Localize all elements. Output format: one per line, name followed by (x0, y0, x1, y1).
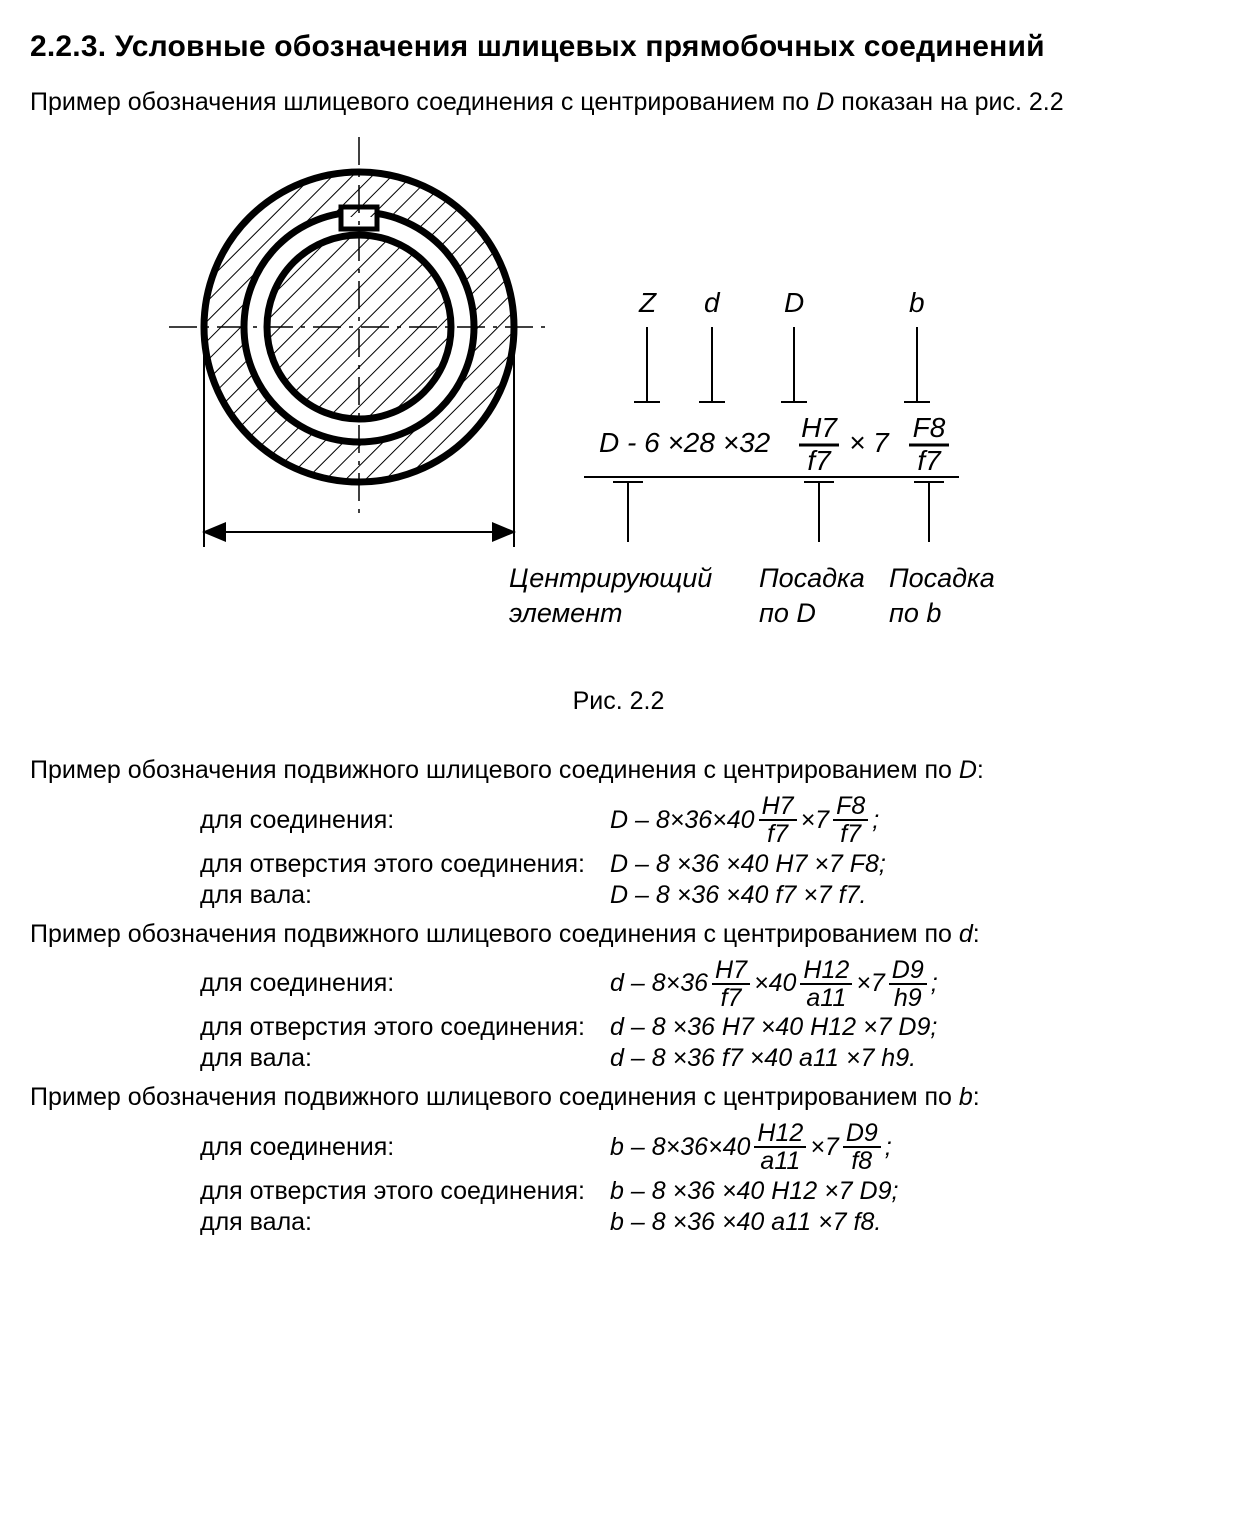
example-row-label: для отверстия этого соединения: (200, 1013, 610, 1042)
example-row: для вала:D – 8 ×36 ×40 f7 ×7 f7. (30, 881, 1207, 910)
example-title-var: b (959, 1083, 973, 1111)
formula-mid: × 7 (849, 427, 890, 458)
label-D: D (784, 287, 804, 318)
formula-text: b – 8×36×40 (610, 1133, 750, 1162)
example-row-formula: D – 8 ×36 ×40 H7 ×7 F8; (610, 850, 886, 879)
formula-lead: D - 6 ×28 ×32 (599, 427, 771, 458)
example-title-prefix: Пример обозначения подвижного шлицевого … (30, 1083, 959, 1111)
fraction-numerator: H12 (754, 1120, 806, 1148)
label-Z: Z (638, 287, 657, 318)
example-title-colon: : (973, 920, 980, 948)
fraction-numerator: D9 (843, 1120, 881, 1148)
example-title: Пример обозначения подвижного шлицевого … (30, 756, 1207, 785)
formula-fraction: F8f7 (833, 793, 868, 848)
example-row-formula: b – 8 ×36 ×40 H12 ×7 D9; (610, 1177, 898, 1206)
example-row-formula: b – 8 ×36 ×40 a11 ×7 f8. (610, 1208, 881, 1237)
example-row-label: для соединения: (200, 806, 610, 835)
fraction-numerator: H7 (759, 793, 797, 821)
example-title-prefix: Пример обозначения подвижного шлицевого … (30, 920, 959, 948)
example-row-label: для вала: (200, 881, 610, 910)
example-row-formula: d – 8×36H7f7×40H12a11×7D9h9; (610, 957, 938, 1012)
intro-suffix: показан на рис. 2.2 (834, 88, 1063, 116)
example-row-formula: d – 8 ×36 f7 ×40 a11 ×7 h9. (610, 1044, 916, 1073)
formula-fraction: D9h9 (889, 957, 927, 1012)
section-heading: 2.2.3. Условные обозначения шлицевых пря… (30, 30, 1207, 64)
formula-fraction: H7f7 (759, 793, 797, 848)
formula-text: d – 8 ×36 H7 ×40 H12 ×7 D9; (610, 1013, 937, 1042)
example-row-label: для вала: (200, 1208, 610, 1237)
fraction-denominator: h9 (891, 985, 925, 1011)
formula-text: d – 8×36 (610, 969, 708, 998)
formula-text: ×40 (754, 969, 796, 998)
formula-text: b – 8 ×36 ×40 H12 ×7 D9; (610, 1177, 898, 1206)
formula-fraction: D9f8 (843, 1120, 881, 1175)
example-title-var: d (959, 920, 973, 948)
fraction-denominator: f7 (764, 821, 791, 847)
formula-text: ×7 (856, 969, 885, 998)
label-centering-2: элемент (509, 598, 623, 628)
example-row: для отверстия этого соединения:d – 8 ×36… (30, 1013, 1207, 1042)
example-row-formula: d – 8 ×36 H7 ×40 H12 ×7 D9; (610, 1013, 937, 1042)
example-row: для соединения:b – 8×36×40H12a11×7D9f8; (30, 1120, 1207, 1175)
example-row: для вала:d – 8 ×36 f7 ×40 a11 ×7 h9. (30, 1044, 1207, 1073)
fraction-denominator: a11 (803, 985, 849, 1011)
label-d: d (704, 287, 721, 318)
formula-text: b – 8 ×36 ×40 a11 ×7 f8. (610, 1208, 881, 1237)
fraction-numerator: H12 (800, 957, 852, 985)
formula-text: D – 8 ×36 ×40 H7 ×7 F8; (610, 850, 886, 879)
example-row-label: для отверстия этого соединения: (200, 1177, 610, 1206)
formula-text: ×7 (810, 1133, 839, 1162)
example-row-label: для вала: (200, 1044, 610, 1073)
label-fitD-1: Посадка (759, 563, 865, 593)
example-title-colon: : (977, 756, 984, 784)
formula-fraction: H7f7 (712, 957, 750, 1012)
fraction-numerator: F8 (833, 793, 868, 821)
example-title-var: D (959, 756, 977, 784)
formula-frac1-num: H7 (801, 412, 838, 443)
example-row: для соединения:D – 8×36×40H7f7×7F8f7; (30, 793, 1207, 848)
label-fitb-2: по b (889, 598, 941, 628)
intro-prefix: Пример обозначения шлицевого соединения … (30, 88, 816, 116)
formula-text: ×7 (801, 806, 830, 835)
fraction-denominator: f8 (848, 1148, 875, 1174)
example-title: Пример обозначения подвижного шлицевого … (30, 1083, 1207, 1112)
fraction-numerator: D9 (889, 957, 927, 985)
formula-text: d – 8 ×36 f7 ×40 a11 ×7 h9. (610, 1044, 916, 1073)
formula-frac1-den: f7 (807, 445, 832, 476)
intro-paragraph: Пример обозначения шлицевого соединения … (30, 88, 1207, 117)
formula-text: ; (872, 806, 879, 835)
example-row: для вала:b – 8 ×36 ×40 a11 ×7 f8. (30, 1208, 1207, 1237)
example-row-label: для соединения: (200, 1133, 610, 1162)
formula-frac2-den: f7 (917, 445, 942, 476)
fraction-denominator: f7 (837, 821, 864, 847)
example-row: для отверстия этого соединения:D – 8 ×36… (30, 850, 1207, 879)
formula-frac2-num: F8 (912, 412, 945, 443)
label-fitD-2: по D (759, 598, 816, 628)
example-row-formula: b – 8×36×40H12a11×7D9f8; (610, 1120, 892, 1175)
intro-var: D (816, 88, 834, 116)
formula-text: ; (931, 969, 938, 998)
fraction-numerator: H7 (712, 957, 750, 985)
label-centering-1: Центрирующий (509, 563, 712, 593)
figure-caption: Рис. 2.2 (30, 687, 1207, 716)
spline-diagram: Z d D b D - 6 ×28 ×32 H7 f7 × 7 F8 f (129, 137, 1109, 667)
example-title-colon: : (973, 1083, 980, 1111)
label-b: b (909, 287, 925, 318)
label-fitb-1: Посадка (889, 563, 995, 593)
example-row-label: для соединения: (200, 969, 610, 998)
formula-text: D – 8×36×40 (610, 806, 755, 835)
example-title: Пример обозначения подвижного шлицевого … (30, 920, 1207, 949)
fraction-denominator: a11 (757, 1148, 803, 1174)
example-row-formula: D – 8 ×36 ×40 f7 ×7 f7. (610, 881, 866, 910)
formula-text: ; (885, 1133, 892, 1162)
fraction-denominator: f7 (718, 985, 745, 1011)
formula-fraction: H12a11 (754, 1120, 806, 1175)
example-row-label: для отверстия этого соединения: (200, 850, 610, 879)
example-row-formula: D – 8×36×40H7f7×7F8f7; (610, 793, 879, 848)
example-row: для соединения:d – 8×36H7f7×40H12a11×7D9… (30, 957, 1207, 1012)
example-row: для отверстия этого соединения:b – 8 ×36… (30, 1177, 1207, 1206)
example-title-prefix: Пример обозначения подвижного шлицевого … (30, 756, 959, 784)
formula-fraction: H12a11 (800, 957, 852, 1012)
formula-text: D – 8 ×36 ×40 f7 ×7 f7. (610, 881, 866, 910)
